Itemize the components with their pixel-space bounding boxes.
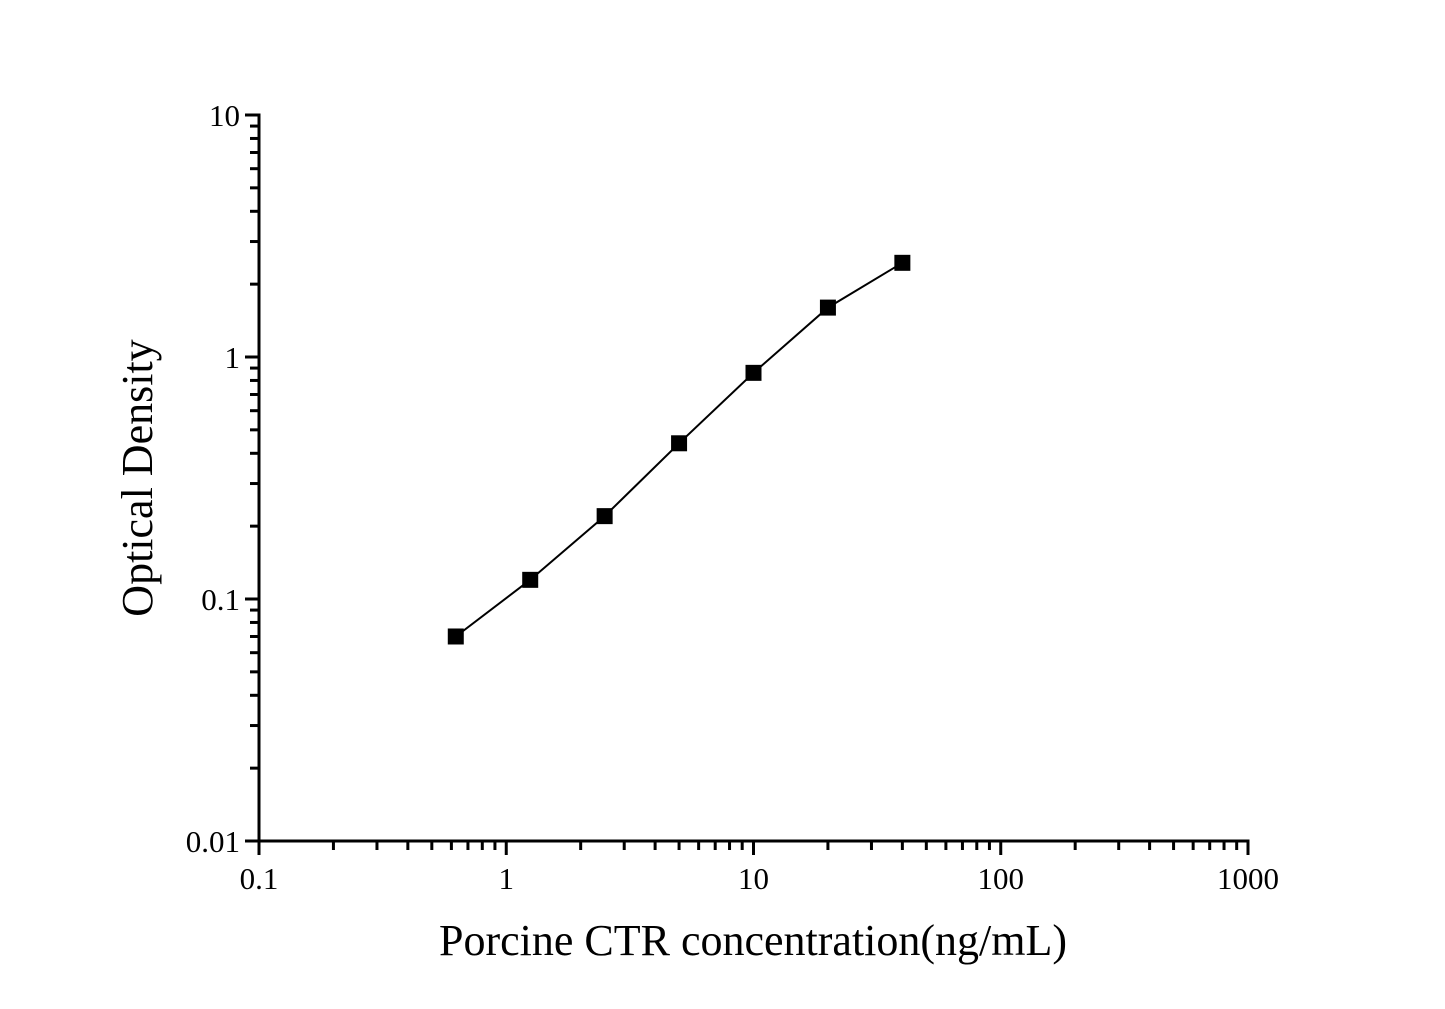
data-point-marker (819, 299, 836, 316)
y-tick-label: 10 (209, 98, 240, 133)
x-tick-label: 10 (738, 861, 769, 896)
data-point-marker (596, 508, 613, 525)
axis-ticks (245, 113, 1250, 855)
x-tick-label: 1000 (1217, 861, 1279, 896)
y-axis-title: Optical Density (113, 339, 162, 616)
x-tick-label: 0.1 (240, 861, 279, 896)
data-series (447, 254, 911, 645)
data-point-marker (745, 364, 762, 381)
y-tick-label: 1 (225, 340, 241, 375)
data-point-marker (447, 628, 464, 645)
y-tick-label: 0.1 (201, 582, 240, 617)
x-tick-label: 100 (978, 861, 1025, 896)
x-axis-title: Porcine CTR concentration(ng/mL) (439, 916, 1067, 965)
data-point-marker (522, 571, 539, 588)
y-tick-label: 0.01 (186, 824, 240, 859)
data-point-marker (894, 254, 911, 271)
data-point-marker (671, 435, 688, 452)
x-tick-label: 1 (499, 861, 515, 896)
axes (257, 113, 1250, 843)
